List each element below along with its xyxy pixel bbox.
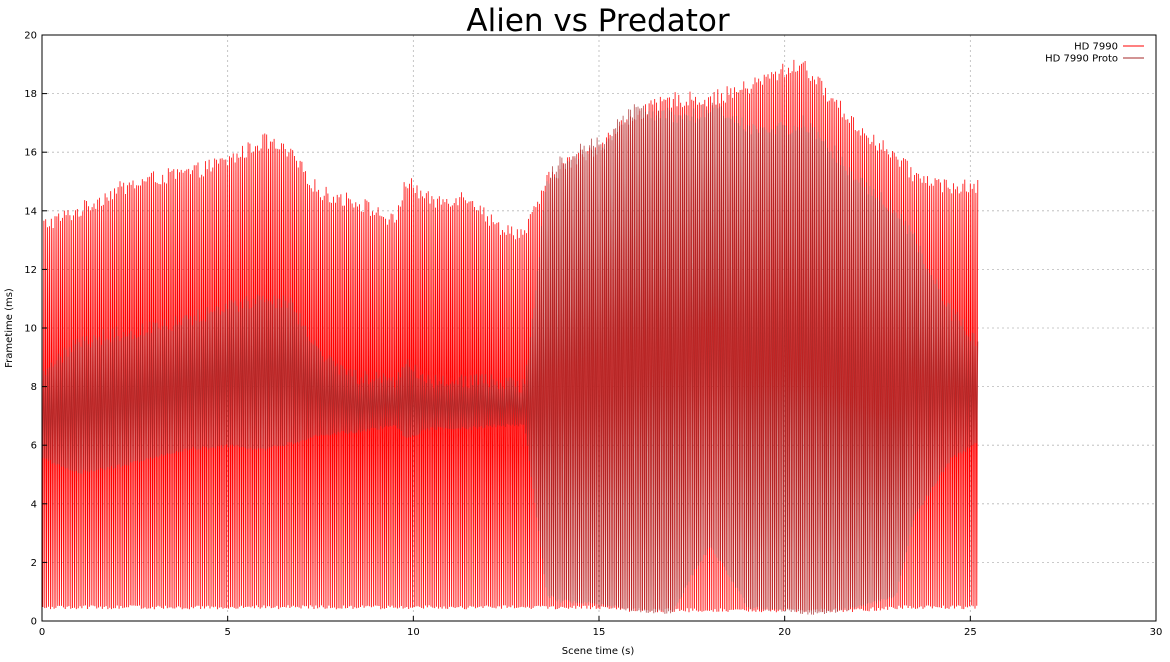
chart-title: Alien vs Predator xyxy=(466,3,729,39)
legend-label: HD 7990 Proto xyxy=(1045,54,1118,65)
y-tick-label: 20 xyxy=(24,31,37,42)
y-tick-label: 12 xyxy=(24,265,37,276)
y-tick-label: 6 xyxy=(31,441,37,452)
x-tick-label: 25 xyxy=(964,627,977,638)
x-tick-label: 30 xyxy=(1150,627,1163,638)
x-tick-label: 20 xyxy=(778,627,791,638)
y-tick-label: 4 xyxy=(31,499,37,510)
y-tick-label: 18 xyxy=(24,89,37,100)
series-layer xyxy=(41,59,979,615)
x-tick-label: 10 xyxy=(407,627,420,638)
y-tick-label: 14 xyxy=(24,206,37,217)
y-tick-label: 8 xyxy=(31,382,37,393)
series-line-hd-7990-proto xyxy=(41,102,979,615)
x-axis-label: Scene time (s) xyxy=(562,646,635,657)
y-tick-label: 2 xyxy=(31,558,37,569)
y-tick-label: 16 xyxy=(24,148,37,159)
y-tick-label: 0 xyxy=(31,617,37,628)
y-axis-label: Frametime (ms) xyxy=(4,288,15,368)
tick-labels: 0 5 10 15 20 25 30 0 2 4 6 8 10 12 14 16 18 20 xyxy=(24,31,1162,639)
series-line-hd-7990 xyxy=(41,59,979,613)
x-tick-label: 0 xyxy=(39,627,45,638)
x-tick-label: 5 xyxy=(224,627,230,638)
legend-label: HD 7990 xyxy=(1074,42,1118,53)
y-tick-label: 10 xyxy=(24,324,37,335)
x-tick-label: 15 xyxy=(593,627,606,638)
